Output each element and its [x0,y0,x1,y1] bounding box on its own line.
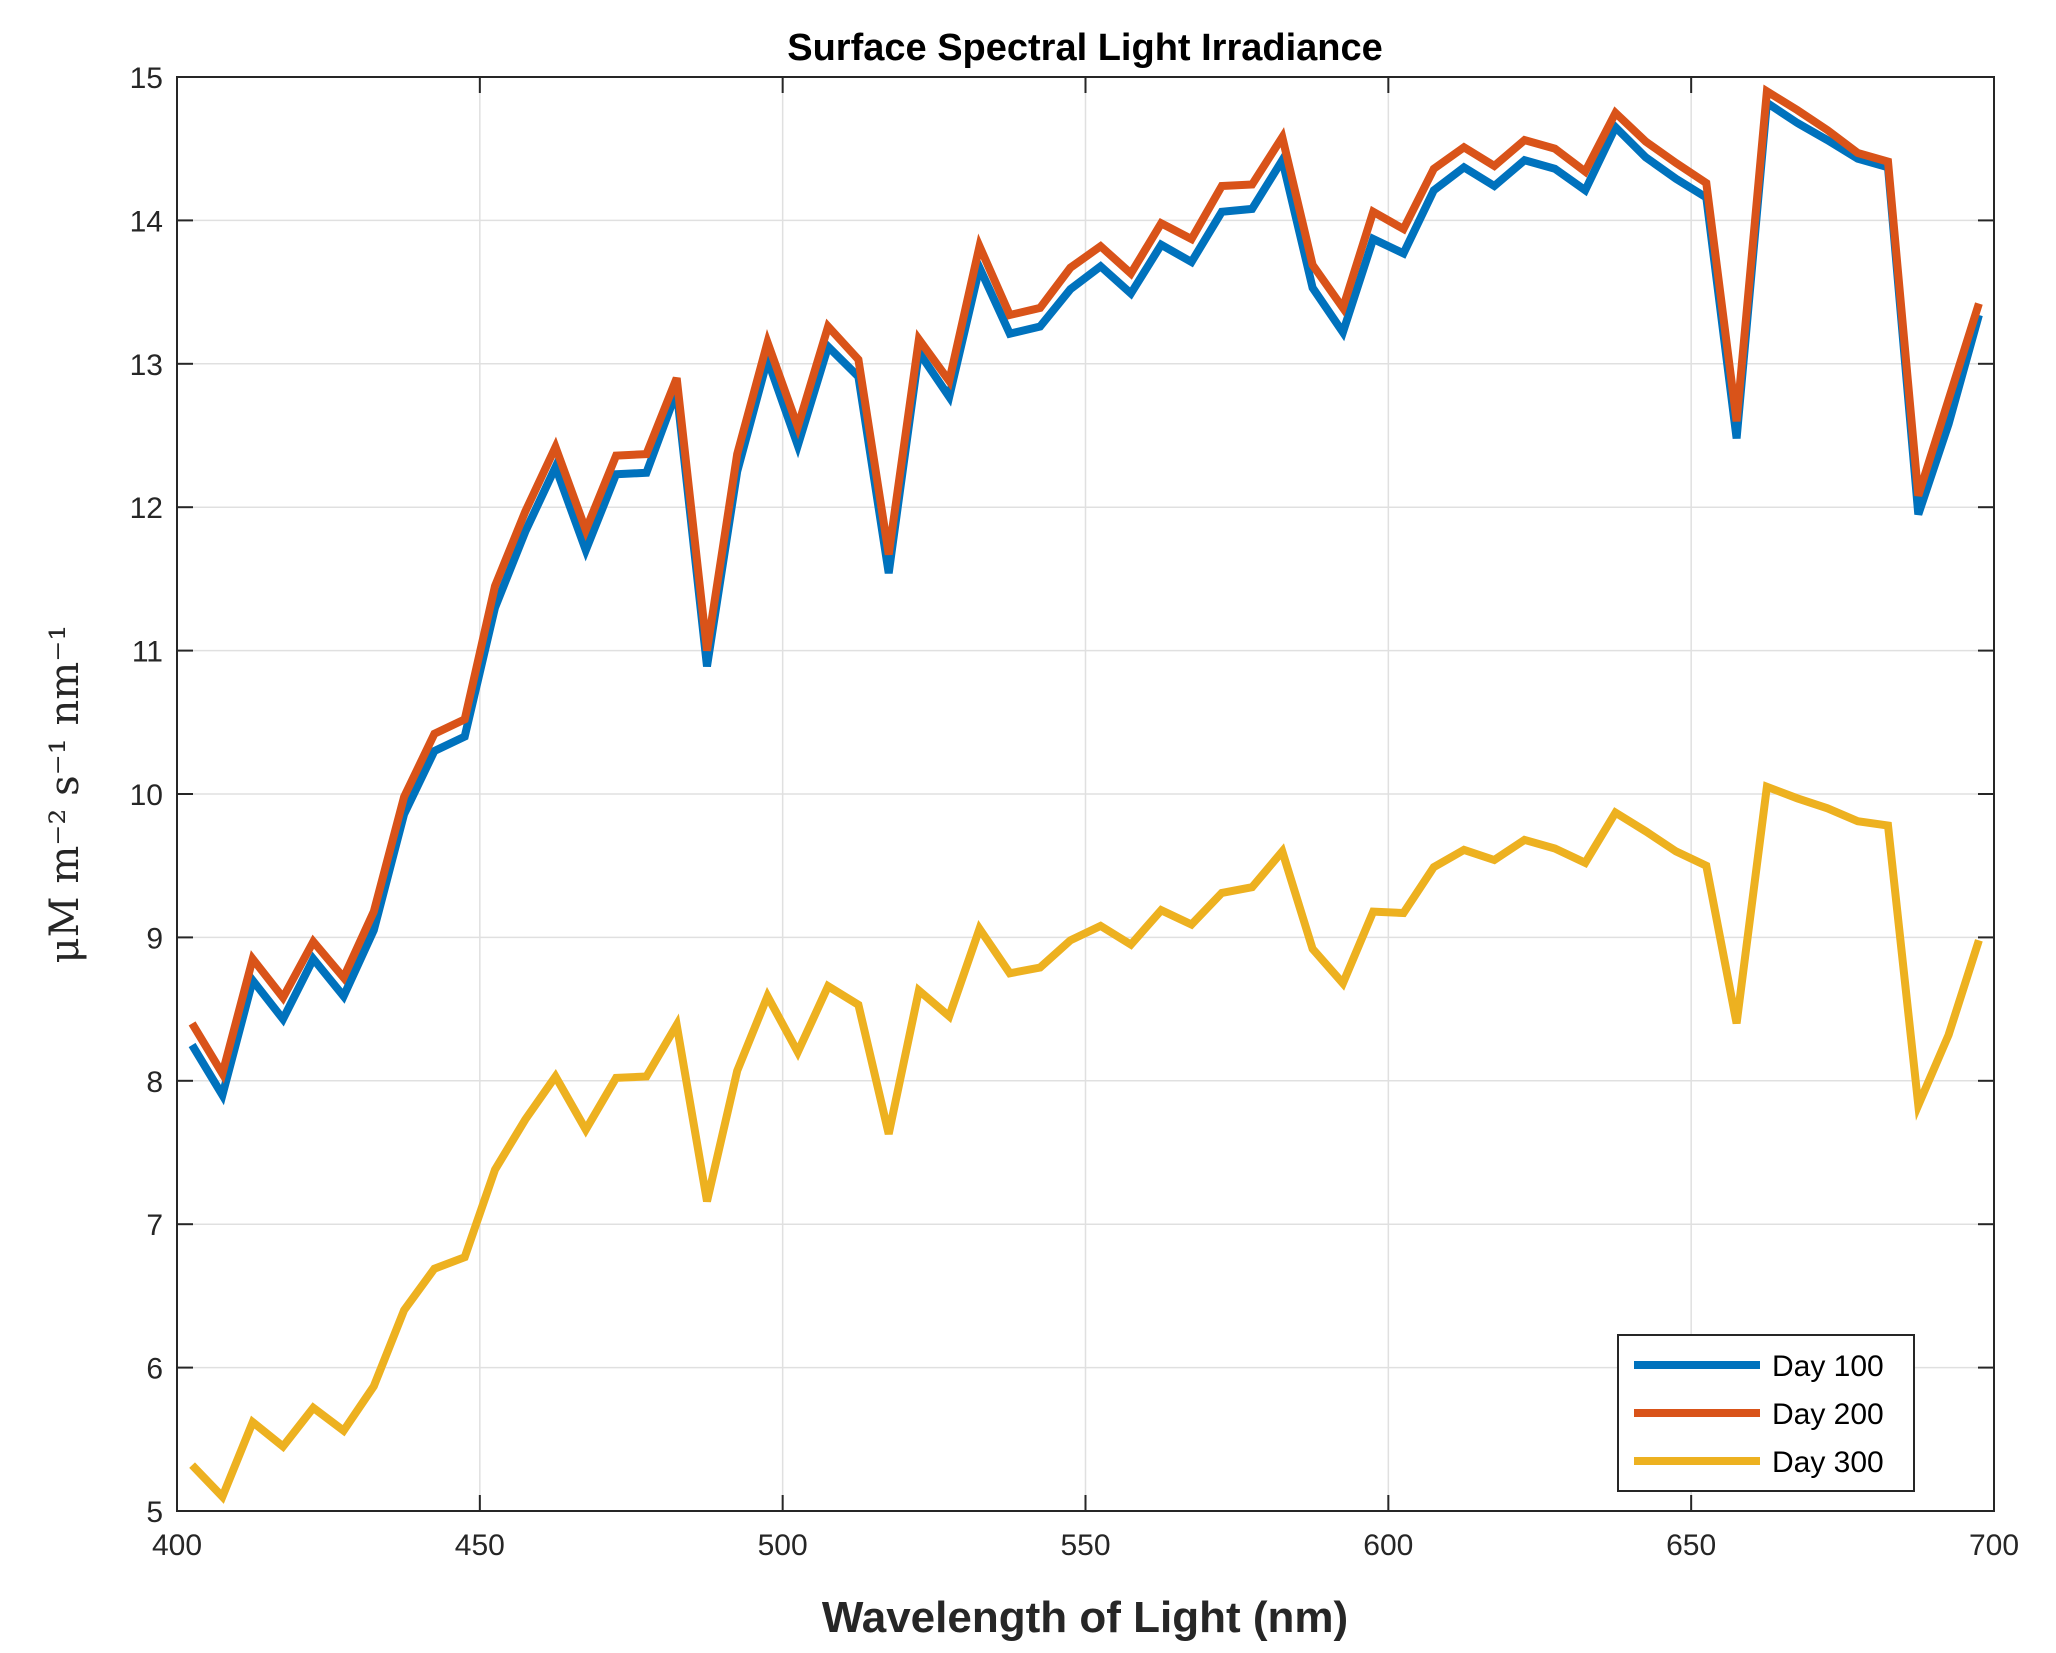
x-tick-label: 700 [1969,1529,2019,1562]
x-tick-label: 600 [1363,1529,1413,1562]
series-lines [188,84,1983,1504]
y-tick-label: 14 [130,205,163,238]
x-tick-label: 500 [758,1529,808,1562]
x-axis-label: Wavelength of Light (nm) [822,1593,1348,1642]
y-tick-label: 11 [132,636,163,669]
y-tick-label: 5 [146,1496,163,1529]
chart-title: Surface Spectral Light Irradiance [787,27,1383,69]
y-tick-labels: 5 6 7 8 9 10 11 12 13 14 15 [130,62,163,1529]
y-tick-label: 10 [130,779,163,812]
x-tick-label: 650 [1666,1529,1716,1562]
legend-label-day-200: Day 200 [1772,1398,1884,1431]
grid [177,77,1994,1511]
y-tick-label: 7 [146,1209,163,1242]
y-tick-label: 6 [146,1353,163,1386]
y-tick-label: 8 [146,1066,163,1099]
y-tick-label: 12 [130,492,163,525]
x-tick-label: 400 [152,1529,202,1562]
y-tick-label: 9 [146,922,163,955]
series-line-day-200 [188,84,1983,1084]
y-tick-label: 15 [130,62,163,95]
series-line-day-100 [188,95,1983,1106]
legend-label-day-100: Day 100 [1772,1350,1884,1383]
x-tick-labels: 400 450 500 550 600 650 700 [152,1529,2019,1562]
axis-ticks [176,76,1995,1512]
y-axis-label: μM m⁻² s⁻¹ nm⁻¹ [42,625,88,964]
x-tick-label: 450 [455,1529,505,1562]
y-tick-label: 13 [130,349,163,382]
legend-label-day-300: Day 300 [1772,1446,1884,1479]
series-line-day-300 [189,781,1983,1504]
legend: Day 100 Day 200 Day 300 [1617,1334,1915,1492]
x-tick-label: 550 [1060,1529,1110,1562]
